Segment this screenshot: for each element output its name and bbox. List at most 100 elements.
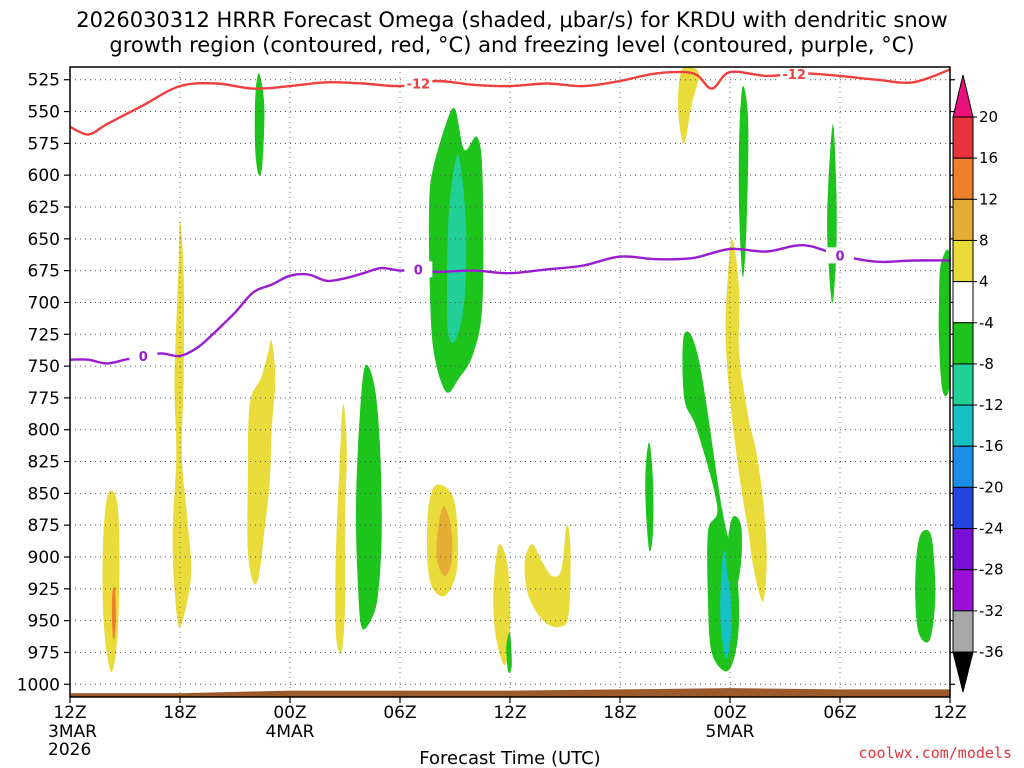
y-tick-label-650: 650: [28, 230, 60, 250]
x-axis-label: Forecast Time (UTC): [419, 748, 600, 768]
colorbar-segment-0: [952, 116, 974, 159]
omega-area-21: [726, 516, 743, 596]
x-tick-label-6: 00Z: [713, 703, 746, 723]
dgz-contour-label-0: -12: [407, 78, 431, 93]
omega-area-7: [446, 155, 467, 343]
colorbar-label-12: -32: [979, 602, 1004, 620]
y-tick-label-675: 675: [28, 262, 60, 282]
freezing-contour-label-2: 0: [835, 249, 844, 264]
y-tick-label-750: 750: [28, 357, 60, 377]
x-tick-label-0: 12Z: [53, 703, 86, 723]
y-tick-label-975: 975: [28, 643, 60, 663]
y-tick-label-850: 850: [28, 484, 60, 504]
x-tick-label-8: 12Z: [933, 703, 966, 723]
omega-area-1: [111, 587, 116, 640]
colorbar-segment-1: [952, 157, 974, 200]
colorbar-segment-3: [952, 239, 974, 283]
x-tick-sub-2-0: 4MAR: [266, 722, 315, 742]
freezing-contour-label-bg-0: [129, 347, 158, 364]
colorbar-label-1: 16: [979, 149, 998, 167]
y-tick-label-800: 800: [28, 421, 60, 441]
colorbar-label-3: 8: [979, 231, 989, 249]
colorbar-label-7: -12: [979, 396, 1004, 414]
colorbar-label-11: -28: [979, 561, 1004, 579]
gridlines: [70, 67, 950, 697]
omega-area-15: [827, 124, 837, 303]
x-tick-label-7: 06Z: [823, 703, 856, 723]
title-line-2: growth region (contoured, red, °C) and f…: [109, 33, 915, 57]
colorbar-label-13: -36: [979, 643, 1004, 661]
colorbar: 20 16 12 8 4 -4 -8 -12 -16 -20 -24 -28 -32 -36: [952, 74, 1004, 693]
dgz-contour-label-bg-0: [404, 75, 433, 92]
y-tick-label-775: 775: [28, 389, 60, 409]
freezing-contour-label-0: 0: [139, 350, 148, 365]
freezing-contour-label-1: 0: [414, 263, 423, 278]
omega-area-14: [725, 238, 767, 602]
x-tick-label-2: 00Z: [273, 703, 306, 723]
colorbar-segment-2: [952, 198, 974, 241]
colorbar-label-9: -20: [979, 478, 1004, 496]
credit-text: coolwx.com/models: [858, 744, 1012, 762]
y-tick-label-1000: 1000: [17, 675, 60, 695]
colorbar-segment-7: [952, 404, 974, 447]
y-axis: 525 550 575 600 625 650 675 700 725 750 775 800 825 8…: [17, 71, 955, 695]
omega-area-4: [335, 404, 347, 654]
colorbar-top-arrow: [952, 74, 974, 118]
colorbar-segment-9: [952, 486, 974, 530]
x-tick-sub-0-0: 3MAR: [48, 722, 97, 742]
colorbar-segment-5: [952, 322, 974, 365]
omega-shaded-areas: [102, 67, 950, 673]
y-tick-label-550: 550: [28, 103, 60, 123]
omega-area-5: [355, 364, 382, 630]
freezing-contour-label-bg-1: [404, 261, 433, 278]
colorbar-label-5: -4: [979, 314, 994, 332]
dgz-contour-label-1: -12: [782, 68, 806, 83]
colorbar-segment-12: [952, 610, 974, 653]
colorbar-segment-6: [952, 363, 974, 406]
colorbar-label-10: -24: [979, 520, 1004, 538]
omega-area-22: [645, 442, 654, 552]
omega-area-19: [738, 85, 749, 278]
contour-lines: -12 -12 0 0 0: [70, 67, 950, 365]
omega-area-16: [915, 529, 936, 643]
y-tick-label-825: 825: [28, 453, 60, 473]
x-tick-label-3: 06Z: [383, 703, 416, 723]
y-tick-label-925: 925: [28, 580, 60, 600]
colorbar-label-4: 4: [979, 273, 989, 291]
y-tick-label-625: 625: [28, 198, 60, 218]
omega-area-17: [938, 249, 950, 397]
x-tick-label-5: 18Z: [603, 703, 636, 723]
y-tick-label-700: 700: [28, 293, 60, 313]
colorbar-label-2: 12: [979, 190, 998, 208]
x-tick-sub-6-0: 5MAR: [706, 722, 755, 742]
y-tick-label-900: 900: [28, 548, 60, 568]
title-line-1: 2026030312 HRRR Forecast Omega (shaded, …: [76, 8, 948, 32]
colorbar-segment-10: [952, 528, 974, 571]
omega-area-13: [720, 550, 732, 659]
y-tick-label-725: 725: [28, 325, 60, 345]
omega-area-10: [493, 543, 511, 666]
freezing-contour-label-bg-2: [826, 247, 854, 264]
colorbar-segment-8: [952, 445, 974, 488]
freezing-contour-line: [70, 243, 950, 365]
omega-area-2: [172, 219, 192, 628]
chart-title: 2026030312 HRRR Forecast Omega (shaded, …: [0, 8, 1024, 58]
x-tick-label-1: 18Z: [163, 703, 196, 723]
omega-area-11: [524, 524, 571, 628]
omega-area-18: [254, 73, 265, 176]
omega-area-3: [247, 339, 276, 585]
colorbar-label-0: 20: [979, 108, 998, 126]
colorbar-label-6: -8: [979, 355, 994, 373]
x-tick-sub-0-1: 2026: [48, 740, 91, 760]
omega-area-20: [678, 67, 699, 144]
colorbar-bottom-arrow: [952, 651, 974, 693]
y-tick-label-525: 525: [28, 71, 60, 91]
colorbar-segment-11: [952, 569, 974, 612]
colorbar-segment-4: [952, 281, 974, 324]
dgz-contour-label-bg-1: [780, 67, 809, 82]
colorbar-label-8: -16: [979, 437, 1004, 455]
x-tick-label-4: 12Z: [493, 703, 526, 723]
y-tick-label-600: 600: [28, 166, 60, 186]
